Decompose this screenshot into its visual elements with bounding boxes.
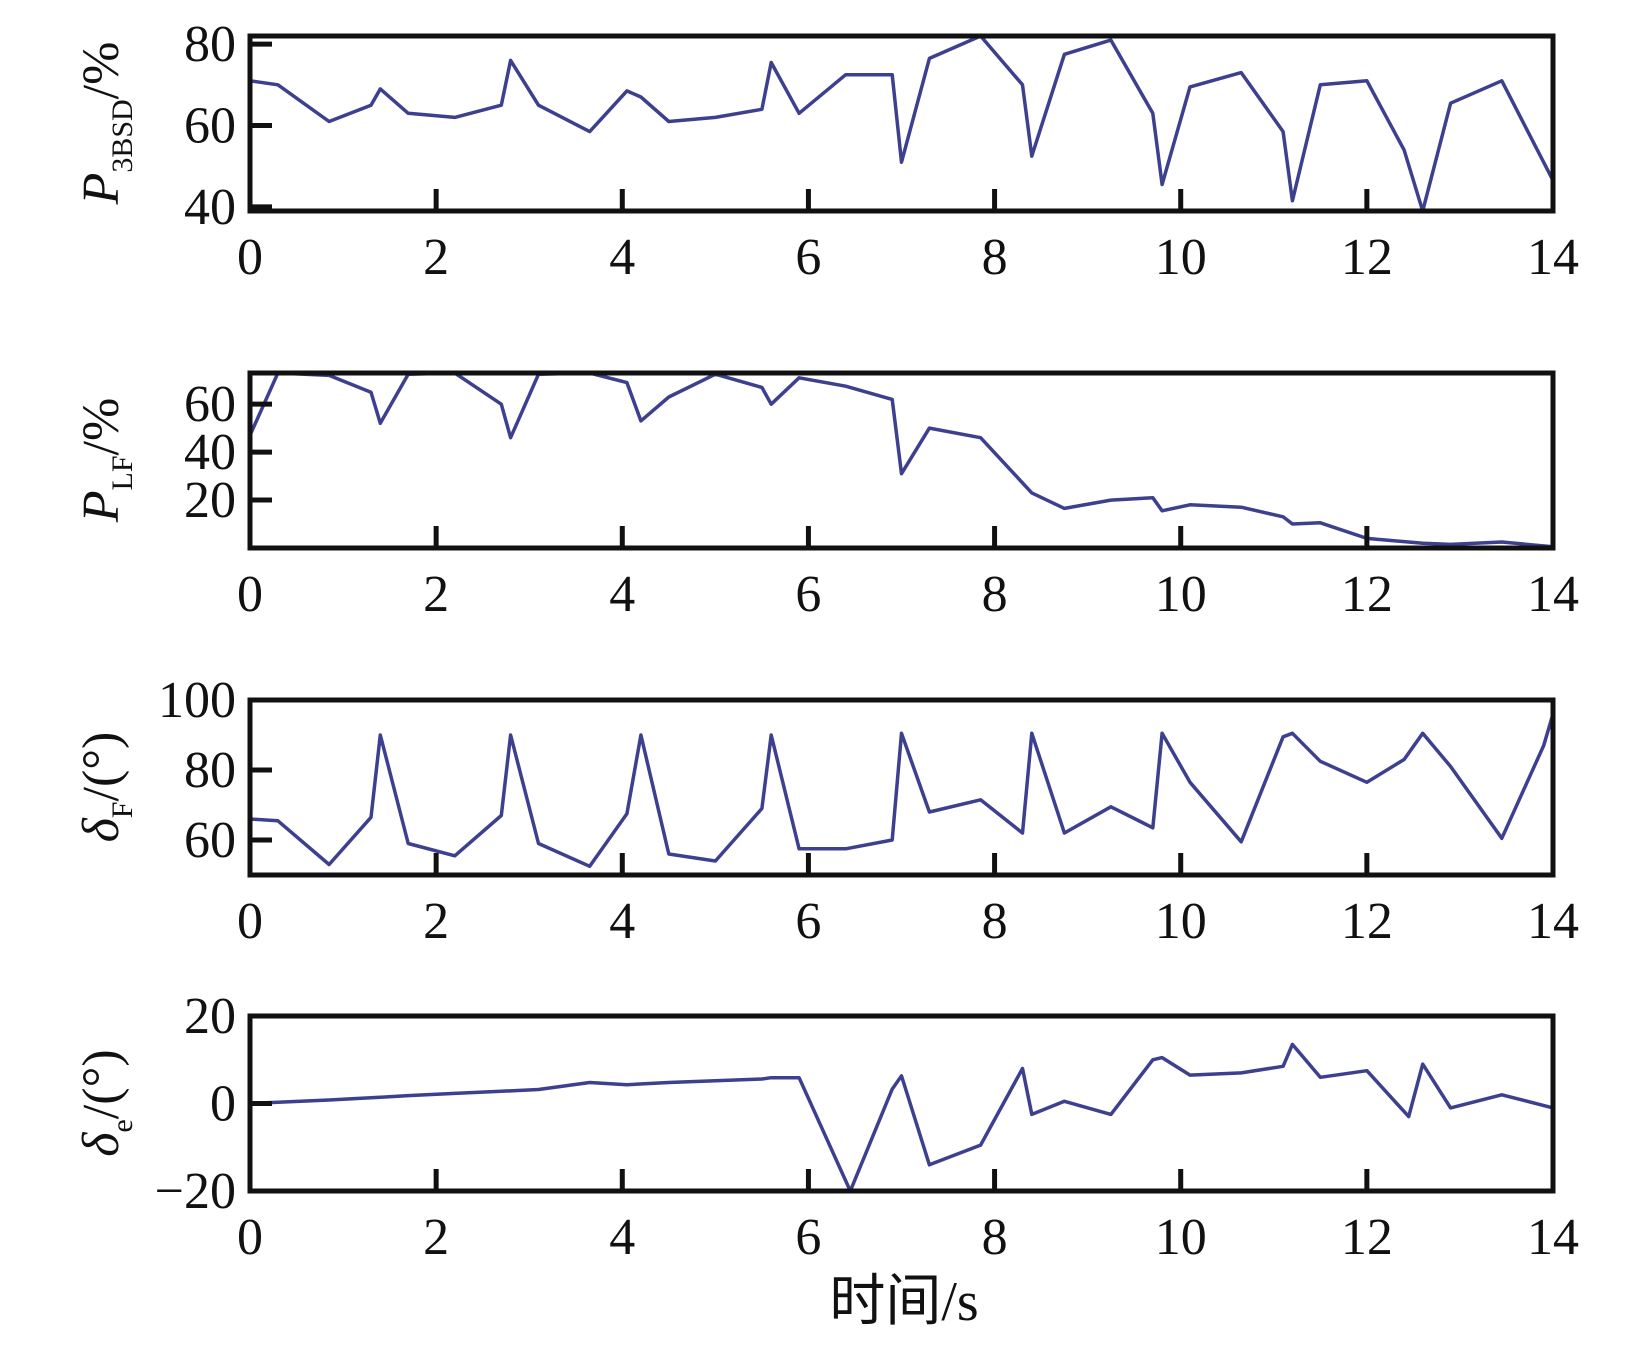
y-tick-label: 40 bbox=[184, 424, 236, 481]
y-label-suffix: /(°) bbox=[73, 1049, 130, 1119]
y-tick-label: 60 bbox=[184, 98, 236, 155]
y-label-suffix: /% bbox=[73, 398, 130, 456]
x-tick-label: 10 bbox=[1155, 566, 1207, 623]
x-tick-label: 2 bbox=[423, 229, 449, 286]
y-label-base: P bbox=[73, 173, 130, 206]
x-tick-label: 10 bbox=[1155, 1209, 1207, 1266]
y-tick-label: 40 bbox=[184, 179, 236, 236]
y-tick-label: 20 bbox=[184, 472, 236, 529]
x-axis-label: 时间/s bbox=[829, 1271, 978, 1333]
y-axis-label-1: P3BSD/% bbox=[73, 42, 139, 206]
y-tick-label: −20 bbox=[155, 1163, 236, 1220]
y-tick-label: 0 bbox=[210, 1076, 236, 1133]
y-label-subscript: e bbox=[106, 1119, 139, 1132]
y-tick-label: 20 bbox=[184, 988, 236, 1045]
x-tick-label: 4 bbox=[609, 566, 635, 623]
x-tick-label: 0 bbox=[237, 893, 263, 950]
y-axis-label-4: δe/(°) bbox=[73, 1049, 139, 1156]
series-line-2-1 bbox=[250, 373, 1553, 548]
x-tick-label: 12 bbox=[1341, 893, 1393, 950]
y-label-subscript: LF bbox=[106, 455, 139, 490]
x-tick-label: 0 bbox=[237, 566, 263, 623]
plot-frame-4 bbox=[247, 1013, 1556, 1194]
x-tick-label: 8 bbox=[982, 566, 1008, 623]
x-tick-label: 14 bbox=[1527, 893, 1579, 950]
x-tick-label: 4 bbox=[609, 893, 635, 950]
x-tick-label: 8 bbox=[982, 893, 1008, 950]
x-tick-label: 0 bbox=[237, 229, 263, 286]
y-axis-label-2: PLF/% bbox=[73, 398, 139, 524]
x-tick-label: 2 bbox=[423, 566, 449, 623]
y-axis-label-3: δF/(°) bbox=[73, 732, 139, 843]
x-tick-label: 6 bbox=[795, 893, 821, 950]
x-tick-label: 8 bbox=[982, 229, 1008, 286]
x-tick-label: 6 bbox=[795, 229, 821, 286]
x-tick-label: 2 bbox=[423, 1209, 449, 1266]
y-label-suffix: /(°) bbox=[73, 732, 130, 802]
x-tick-label: 14 bbox=[1527, 566, 1579, 623]
y-tick-label: 100 bbox=[158, 672, 236, 729]
x-tick-label: 12 bbox=[1341, 566, 1393, 623]
y-tick-label: 80 bbox=[184, 742, 236, 799]
y-tick-label: 60 bbox=[184, 812, 236, 869]
x-tick-label: 6 bbox=[795, 1209, 821, 1266]
y-tick-label: 80 bbox=[184, 16, 236, 73]
x-tick-label: 6 bbox=[795, 566, 821, 623]
x-tick-label: 10 bbox=[1155, 893, 1207, 950]
plot-frame-2 bbox=[247, 370, 1556, 551]
x-tick-label: 12 bbox=[1341, 229, 1393, 286]
y-label-subscript: F bbox=[106, 802, 139, 819]
plot-frame-3 bbox=[247, 697, 1556, 878]
x-tick-label: 10 bbox=[1155, 229, 1207, 286]
panel-1: 0 2 4 6 8 10 12 14 40 60 80 P3BSD/% bbox=[73, 16, 1579, 286]
y-label-base: δ bbox=[73, 817, 130, 842]
y-label-subscript: 3BSD bbox=[106, 99, 139, 172]
y-label-base: δ bbox=[73, 1132, 130, 1157]
x-tick-label: 4 bbox=[609, 229, 635, 286]
y-tick-label: 60 bbox=[184, 376, 236, 433]
x-tick-label: 0 bbox=[237, 1209, 263, 1266]
plot-frame-1 bbox=[247, 33, 1556, 214]
x-tick-label: 4 bbox=[609, 1209, 635, 1266]
x-tick-label: 14 bbox=[1527, 229, 1579, 286]
x-tick-label: 12 bbox=[1341, 1209, 1393, 1266]
x-tick-label: 2 bbox=[423, 893, 449, 950]
x-tick-label: 8 bbox=[982, 1209, 1008, 1266]
y-label-suffix: /% bbox=[73, 42, 130, 100]
series-line-1-1 bbox=[250, 36, 1553, 211]
panel-3: 0 2 4 6 8 10 12 14 60 80 100 δF/(°) bbox=[73, 672, 1579, 950]
y-label-base: P bbox=[73, 491, 130, 524]
x-tick-label: 14 bbox=[1527, 1209, 1579, 1266]
series-line-4-1 bbox=[250, 1042, 1553, 1191]
series-line-3-1 bbox=[250, 713, 1553, 869]
